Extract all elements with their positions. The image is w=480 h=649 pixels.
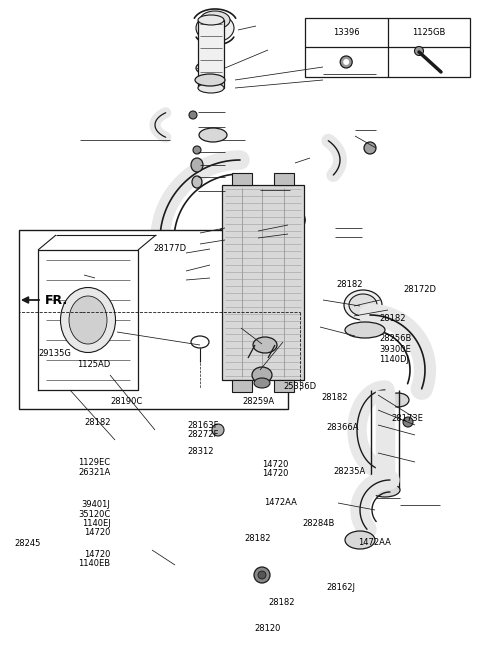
Text: 39300E: 39300E xyxy=(379,345,411,354)
Ellipse shape xyxy=(161,259,189,281)
Text: 28366A: 28366A xyxy=(326,422,359,432)
Text: 28182: 28182 xyxy=(322,393,348,402)
Ellipse shape xyxy=(345,322,385,338)
Text: 14720: 14720 xyxy=(262,469,288,478)
Ellipse shape xyxy=(163,281,181,309)
Bar xyxy=(305,18,470,77)
Text: 29135G: 29135G xyxy=(38,349,71,358)
Ellipse shape xyxy=(198,15,224,25)
Bar xyxy=(198,20,224,88)
Ellipse shape xyxy=(195,74,225,86)
Text: 28120: 28120 xyxy=(254,624,281,633)
Text: 28256B: 28256B xyxy=(379,334,411,343)
Text: 28162J: 28162J xyxy=(326,583,355,592)
Ellipse shape xyxy=(193,146,201,154)
Ellipse shape xyxy=(340,56,352,68)
Text: 14720: 14720 xyxy=(84,550,110,559)
Ellipse shape xyxy=(196,14,234,42)
Text: 28259A: 28259A xyxy=(242,397,275,406)
Ellipse shape xyxy=(387,393,409,407)
Bar xyxy=(222,185,304,380)
Text: 28182: 28182 xyxy=(84,418,110,427)
Ellipse shape xyxy=(218,228,232,242)
Text: 28182: 28182 xyxy=(379,314,406,323)
Text: 1125AD: 1125AD xyxy=(77,360,110,369)
Text: 28182: 28182 xyxy=(269,598,295,607)
Bar xyxy=(232,173,252,185)
Bar xyxy=(65,244,180,278)
Ellipse shape xyxy=(212,424,224,436)
Ellipse shape xyxy=(345,531,375,549)
Ellipse shape xyxy=(189,111,197,119)
Text: 39401J: 39401J xyxy=(82,500,110,509)
Text: 25336D: 25336D xyxy=(283,382,316,391)
Text: 1129EC: 1129EC xyxy=(78,458,110,467)
Text: 14720: 14720 xyxy=(262,460,288,469)
Ellipse shape xyxy=(370,483,400,497)
Ellipse shape xyxy=(349,294,377,316)
Ellipse shape xyxy=(343,59,349,65)
Text: 28163F: 28163F xyxy=(187,421,219,430)
Ellipse shape xyxy=(415,47,423,55)
Ellipse shape xyxy=(258,571,266,579)
Bar xyxy=(19,230,288,409)
Ellipse shape xyxy=(196,61,224,75)
Ellipse shape xyxy=(42,278,68,312)
Text: 28177D: 28177D xyxy=(154,244,187,253)
Ellipse shape xyxy=(161,245,189,267)
Text: 28173E: 28173E xyxy=(391,414,423,423)
Text: 1472AA: 1472AA xyxy=(358,538,390,547)
Text: 1140EJ: 1140EJ xyxy=(82,519,110,528)
Text: 1472AA: 1472AA xyxy=(264,498,297,508)
Bar xyxy=(274,380,294,392)
Ellipse shape xyxy=(192,176,202,188)
Ellipse shape xyxy=(254,567,270,583)
Text: 14720: 14720 xyxy=(84,528,110,537)
Ellipse shape xyxy=(344,290,382,320)
Ellipse shape xyxy=(198,83,224,93)
Ellipse shape xyxy=(191,158,203,172)
Text: 1125GB: 1125GB xyxy=(412,29,446,37)
Text: 1140DJ: 1140DJ xyxy=(379,355,409,364)
Text: 28284B: 28284B xyxy=(302,519,335,528)
Text: 1140EB: 1140EB xyxy=(78,559,110,568)
Ellipse shape xyxy=(200,11,230,29)
Bar xyxy=(274,173,294,185)
Text: 28190C: 28190C xyxy=(110,397,143,406)
Text: FR.: FR. xyxy=(45,293,68,306)
Bar xyxy=(232,380,252,392)
Text: 28245: 28245 xyxy=(14,539,41,548)
Text: 35120C: 35120C xyxy=(78,509,110,519)
Ellipse shape xyxy=(252,367,272,383)
Ellipse shape xyxy=(364,142,376,154)
Text: 28182: 28182 xyxy=(336,280,362,289)
Text: 28172D: 28172D xyxy=(403,285,436,294)
Text: 28312: 28312 xyxy=(187,447,214,456)
Text: 28235A: 28235A xyxy=(334,467,366,476)
Text: 28272F: 28272F xyxy=(187,430,218,439)
Ellipse shape xyxy=(253,337,277,353)
Text: 28182: 28182 xyxy=(245,534,271,543)
Ellipse shape xyxy=(69,296,107,344)
Ellipse shape xyxy=(403,417,413,427)
Ellipse shape xyxy=(254,378,270,388)
Text: 26321A: 26321A xyxy=(78,468,110,477)
Ellipse shape xyxy=(60,288,116,352)
Ellipse shape xyxy=(199,128,227,142)
Text: 13396: 13396 xyxy=(333,29,360,37)
